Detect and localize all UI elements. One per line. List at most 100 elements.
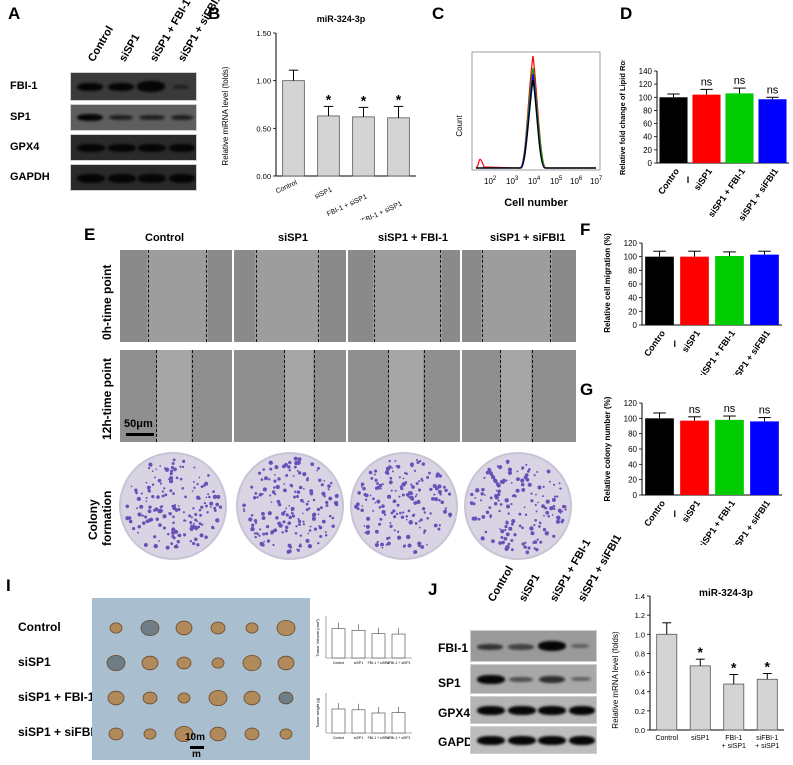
colony-dot-1-80 (265, 532, 269, 536)
colony-dot-0-9 (183, 533, 187, 537)
colony-dot-2-141 (423, 511, 427, 514)
colony-dot-3-143 (524, 545, 527, 549)
mini-1-xlabel-3: siFBI-1 + siSP1 (386, 736, 410, 740)
colony-dot-3-163 (561, 510, 564, 513)
chart-g-tick-label-4: 80 (628, 430, 637, 439)
colony-dot-0-163 (173, 467, 177, 472)
colony-dot-0-80 (199, 533, 204, 538)
colony-dot-1-144 (269, 494, 272, 497)
chart-j-plot: 0.0 0.2 0.4 0.6 0.8 1.0 1.2 1.4 * * * Control siSP1 F… (635, 592, 784, 750)
colony-dot-3-161 (498, 465, 503, 470)
colony-dot-2-58 (418, 520, 421, 523)
colony-dot-3-122 (489, 514, 493, 518)
colony-dot-0-169 (153, 543, 158, 549)
colony-dot-2-57 (393, 515, 397, 519)
chart-b-sig-2: * (361, 92, 367, 108)
chart-b: miR-324-3p Relative miRNA level (folds) … (221, 14, 416, 220)
colony-dot-1-116 (273, 528, 278, 533)
colony-dot-3-4 (545, 510, 550, 515)
tumor-2-3 (208, 689, 228, 707)
colony-dot-0-132 (179, 465, 182, 468)
colony-dot-2-169 (386, 542, 390, 546)
colony-dot-3-34 (471, 516, 476, 521)
colony-dot-2-48 (389, 476, 393, 480)
colony-dot-2-133 (410, 464, 414, 468)
colony-dot-3-65 (521, 542, 525, 546)
panel-letter-j: J (428, 580, 438, 599)
colony-dot-3-168 (542, 527, 547, 532)
colony-dot-1-81 (325, 500, 329, 505)
chart-b-bar-2 (352, 116, 375, 177)
mini-0-bar-1 (351, 629, 366, 659)
colony-dot-3-120 (504, 524, 508, 529)
colony-dot-0-61 (135, 491, 138, 495)
colony-dot-2-35 (417, 544, 421, 548)
colony-dot-2-137 (364, 493, 369, 498)
colony-dot-1-65 (331, 524, 335, 528)
colony-dot-3-58 (504, 546, 509, 552)
colony-dot-3-165 (491, 539, 495, 544)
colony-dot-3-119 (534, 518, 538, 522)
blot-gapdh (70, 164, 197, 191)
colony-dot-2-100 (381, 546, 384, 549)
colony-dot-0-56 (125, 516, 130, 521)
colony-dot-1-1 (328, 514, 332, 518)
colony-dot-0-152 (174, 508, 179, 512)
colony-dot-2-16 (418, 480, 421, 483)
colony-dot-2-79 (426, 476, 430, 480)
colony-dot-2-151 (434, 486, 439, 491)
colony-dot-1-153 (293, 456, 298, 461)
colony-dot-2-81 (437, 489, 442, 494)
colony-dot-1-127 (260, 478, 264, 481)
colony-dot-0-12 (145, 496, 148, 499)
colony-dot-1-159 (283, 482, 286, 485)
colony-dot-3-127 (493, 501, 498, 506)
chart-f-bar-2 (715, 255, 744, 325)
colony-dot-0-0 (136, 507, 139, 510)
colony-dot-3-146 (484, 530, 488, 534)
colony-dot-2-6 (433, 523, 438, 528)
colony-dot-3-162 (555, 519, 561, 524)
colony-dot-3-142 (507, 467, 513, 472)
chart-d-ns-1: ns (701, 76, 713, 88)
tumor-scale-bar (190, 746, 204, 749)
colony-dot-0-95 (169, 469, 174, 473)
colony-dot-3-25 (511, 518, 516, 524)
chart-j-tick-label-2: 0.4 (635, 688, 645, 697)
colony-dot-0-35 (194, 537, 198, 542)
colony-dot-1-27 (293, 465, 297, 469)
chart-g-tick-label-0: 0 (633, 491, 638, 500)
colony-dot-1-40 (254, 522, 258, 525)
colony-dot-3-134 (497, 492, 501, 497)
colony-dot-0-87 (164, 467, 170, 472)
colony-dot-3-114 (483, 476, 486, 479)
colony-dot-3-139 (557, 508, 562, 513)
chart-c-tick-3: 105 (550, 176, 563, 186)
colony-dot-1-143 (263, 540, 265, 543)
mini-1-xlabel-2: FBI-1 + siSP1 (368, 736, 390, 740)
colony-dot-3-50 (497, 489, 501, 494)
colony-dot-1-12 (254, 492, 258, 495)
colony-dot-1-68 (262, 532, 266, 536)
colony-dot-1-76 (284, 462, 288, 467)
chart-j-tick-label-4: 0.8 (635, 649, 645, 658)
colony-dot-0-69 (155, 517, 159, 521)
colony-dot-1-104 (270, 530, 275, 534)
colony-dot-2-26 (416, 460, 420, 464)
colony-dot-2-164 (438, 498, 441, 502)
micro-12h-sifbi (462, 350, 576, 442)
micro-12h-fbi (348, 350, 460, 442)
colony-dot-2-69 (387, 536, 391, 540)
blot-label-fbi1: FBI-1 (10, 80, 38, 92)
mini-0-bar-0 (331, 628, 346, 659)
colony-dot-2-116 (429, 512, 432, 515)
colony-dot-0-78 (184, 495, 187, 499)
mini-1-bar-3 (391, 712, 406, 734)
chart-j-tick-label-1: 0.2 (635, 707, 645, 716)
chart-d-tick-label-6: 120 (639, 80, 653, 89)
colony-dot-0-139 (159, 465, 162, 467)
chart-g-tick-label-3: 60 (628, 445, 637, 454)
colony-dot-0-150 (173, 545, 178, 549)
colony-dot-1-74 (320, 483, 324, 487)
colony-dot-2-99 (403, 544, 406, 548)
